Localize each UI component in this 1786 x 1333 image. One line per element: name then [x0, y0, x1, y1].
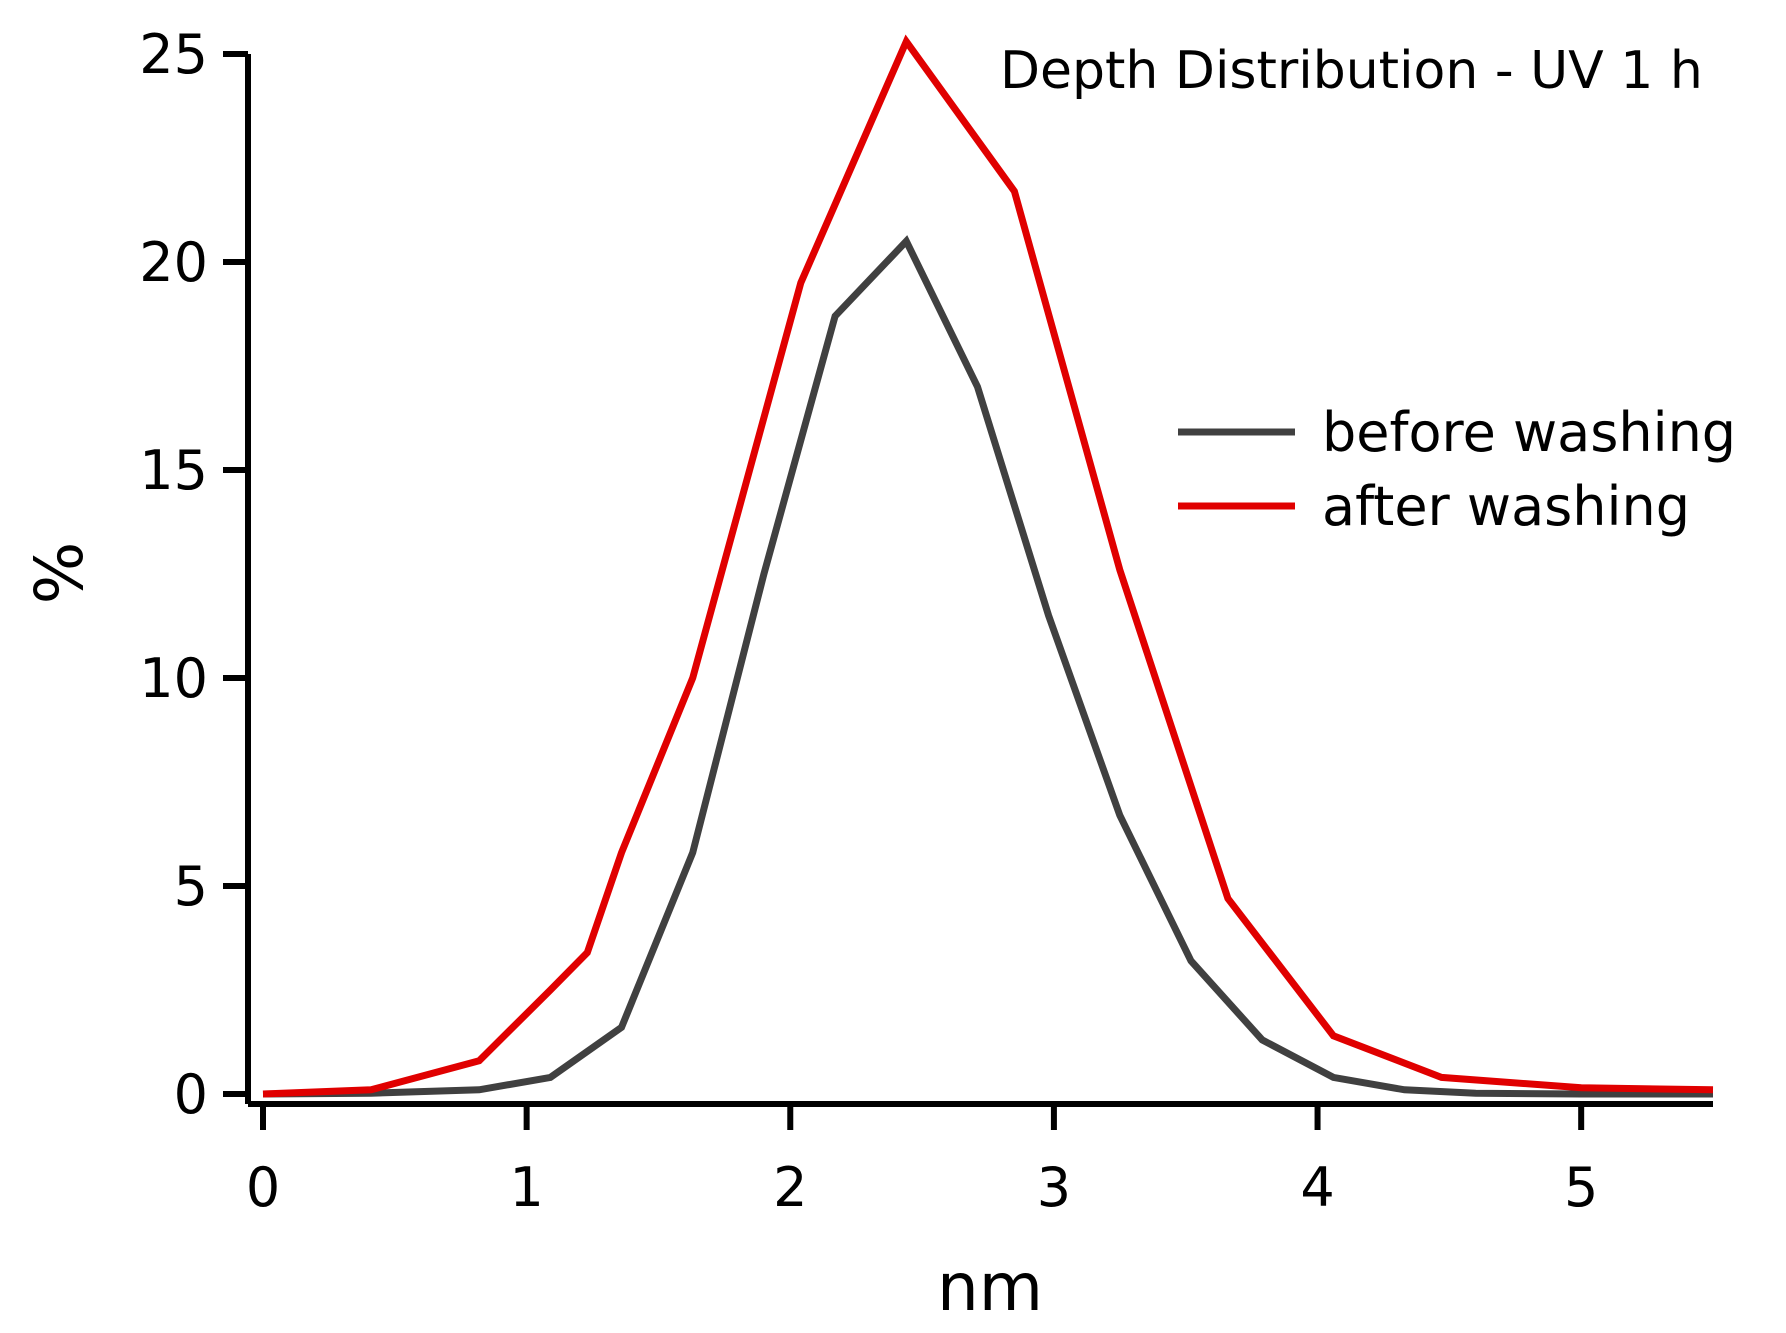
- y-tick-label: 15: [139, 439, 208, 502]
- legend-label-after-washing: after washing: [1322, 475, 1690, 538]
- ticks-layer: 0 5 10 15 20 25 0 1 2 3 4 5: [139, 23, 1598, 1219]
- x-tick-label: 4: [1300, 1156, 1334, 1219]
- x-tick-label: 1: [509, 1156, 543, 1219]
- y-tick-label: 5: [174, 855, 208, 918]
- y-tick-label: 0: [174, 1063, 208, 1126]
- legend-label-before-washing: before washing: [1322, 401, 1736, 464]
- series-line-before-washing: [262, 235, 1713, 1098]
- x-tick-label: 2: [773, 1156, 807, 1219]
- x-axis-title: nm: [937, 1249, 1043, 1326]
- x-tick-label: 3: [1037, 1156, 1071, 1219]
- y-tick-label: 10: [139, 647, 208, 710]
- legend: before washing after washing: [1178, 401, 1736, 538]
- y-tick-label: 20: [139, 231, 208, 294]
- chart-title: Depth Distribution - UV 1 h: [1000, 41, 1703, 101]
- y-axis-title: %: [21, 542, 98, 605]
- y-tick-label: 25: [139, 23, 208, 86]
- series-layer: [262, 34, 1714, 1098]
- x-tick-label: 5: [1564, 1156, 1598, 1219]
- axes-layer: [245, 54, 1713, 1107]
- series-line-after-washing: [262, 34, 1714, 1098]
- x-tick-label: 0: [246, 1156, 280, 1219]
